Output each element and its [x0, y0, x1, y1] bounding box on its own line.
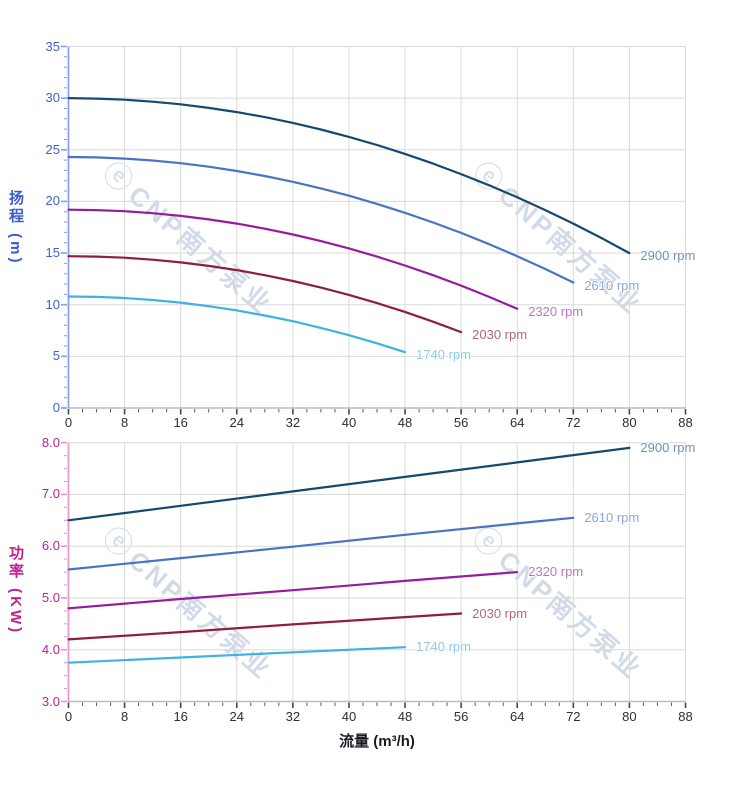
head-axis-title: 扬程 (m) — [7, 190, 24, 266]
y-tick-label: 5 — [52, 348, 60, 364]
series-label-2610-rpm: 2610 rpm — [584, 277, 640, 293]
series-curve-2320-rpm — [67, 208, 519, 310]
series-label-2900-rpm: 2900 rpm — [640, 439, 696, 455]
x-tick-label: 64 — [509, 708, 525, 724]
y-tick-label: 0 — [52, 400, 60, 415]
y-tick-label: 8.0 — [41, 434, 60, 450]
series-label-2030-rpm: 2030 rpm — [472, 605, 528, 621]
series-curve-2030-rpm — [67, 612, 463, 641]
series-label-2610-rpm: 2610 rpm — [584, 509, 640, 525]
series-label-2320-rpm: 2320 rpm — [528, 303, 584, 319]
x-tick-label: 80 — [622, 415, 637, 430]
x-tick-label: 64 — [509, 415, 525, 430]
x-tick-label: 72 — [566, 415, 581, 430]
x-tick-label: 72 — [566, 708, 581, 724]
y-tick-label: 15 — [45, 245, 60, 261]
y-tick-label: 7.0 — [41, 486, 60, 502]
series-curve-2900-rpm — [67, 97, 631, 255]
y-tick-label: 25 — [45, 141, 60, 157]
series-curve-2610-rpm — [67, 516, 575, 571]
x-tick-label: 16 — [173, 708, 188, 724]
x-tick-label: 8 — [120, 708, 129, 724]
series-curve-1740-rpm — [67, 295, 407, 354]
y-tick-label: 10 — [45, 296, 60, 312]
x-tick-label: 0 — [64, 415, 73, 430]
y-tick-label: 6.0 — [41, 538, 60, 554]
y-tick-label: 20 — [45, 193, 60, 209]
x-tick-label: 40 — [341, 415, 357, 430]
x-tick-label: 32 — [285, 708, 301, 724]
series-curve-1740-rpm — [67, 646, 407, 664]
y-tick-label: 30 — [45, 90, 60, 106]
x-tick-label: 56 — [453, 415, 469, 430]
series-label-1740-rpm: 1740 rpm — [416, 347, 471, 363]
series-curve-2320-rpm — [67, 571, 519, 610]
x-tick-label: 40 — [341, 708, 357, 724]
series-label-2900-rpm: 2900 rpm — [640, 248, 696, 264]
y-tick-label: 5.0 — [41, 589, 60, 605]
series-curve-2610-rpm — [67, 155, 575, 284]
x-tick-label: 32 — [285, 415, 301, 430]
x-tick-label: 8 — [120, 415, 129, 430]
series-label-1740-rpm: 1740 rpm — [416, 639, 471, 655]
y-tick-label: 35 — [45, 38, 60, 54]
x-tick-label: 48 — [397, 708, 413, 724]
x-tick-label: 24 — [229, 708, 244, 724]
x-tick-label: 16 — [173, 415, 188, 430]
y-tick-label: 3.0 — [41, 693, 60, 709]
x-tick-label: 88 — [678, 708, 693, 724]
x-tick-label: 56 — [453, 708, 469, 724]
series-curve-2900-rpm — [67, 446, 631, 522]
power-axis-title: 功率 (KW) — [7, 545, 24, 636]
series-label-2030-rpm: 2030 rpm — [472, 327, 528, 343]
series-label-2320-rpm: 2320 rpm — [528, 564, 584, 580]
x-tick-label: 48 — [397, 415, 413, 430]
x-tick-label: 24 — [229, 415, 244, 430]
x-tick-label: 88 — [678, 415, 693, 430]
x-tick-label: 80 — [622, 708, 637, 724]
flow-axis-title: 流量 (m³/h) — [339, 733, 415, 750]
series-curve-2030-rpm — [67, 255, 463, 334]
y-tick-label: 4.0 — [41, 641, 60, 657]
x-tick-label: 0 — [64, 708, 73, 724]
